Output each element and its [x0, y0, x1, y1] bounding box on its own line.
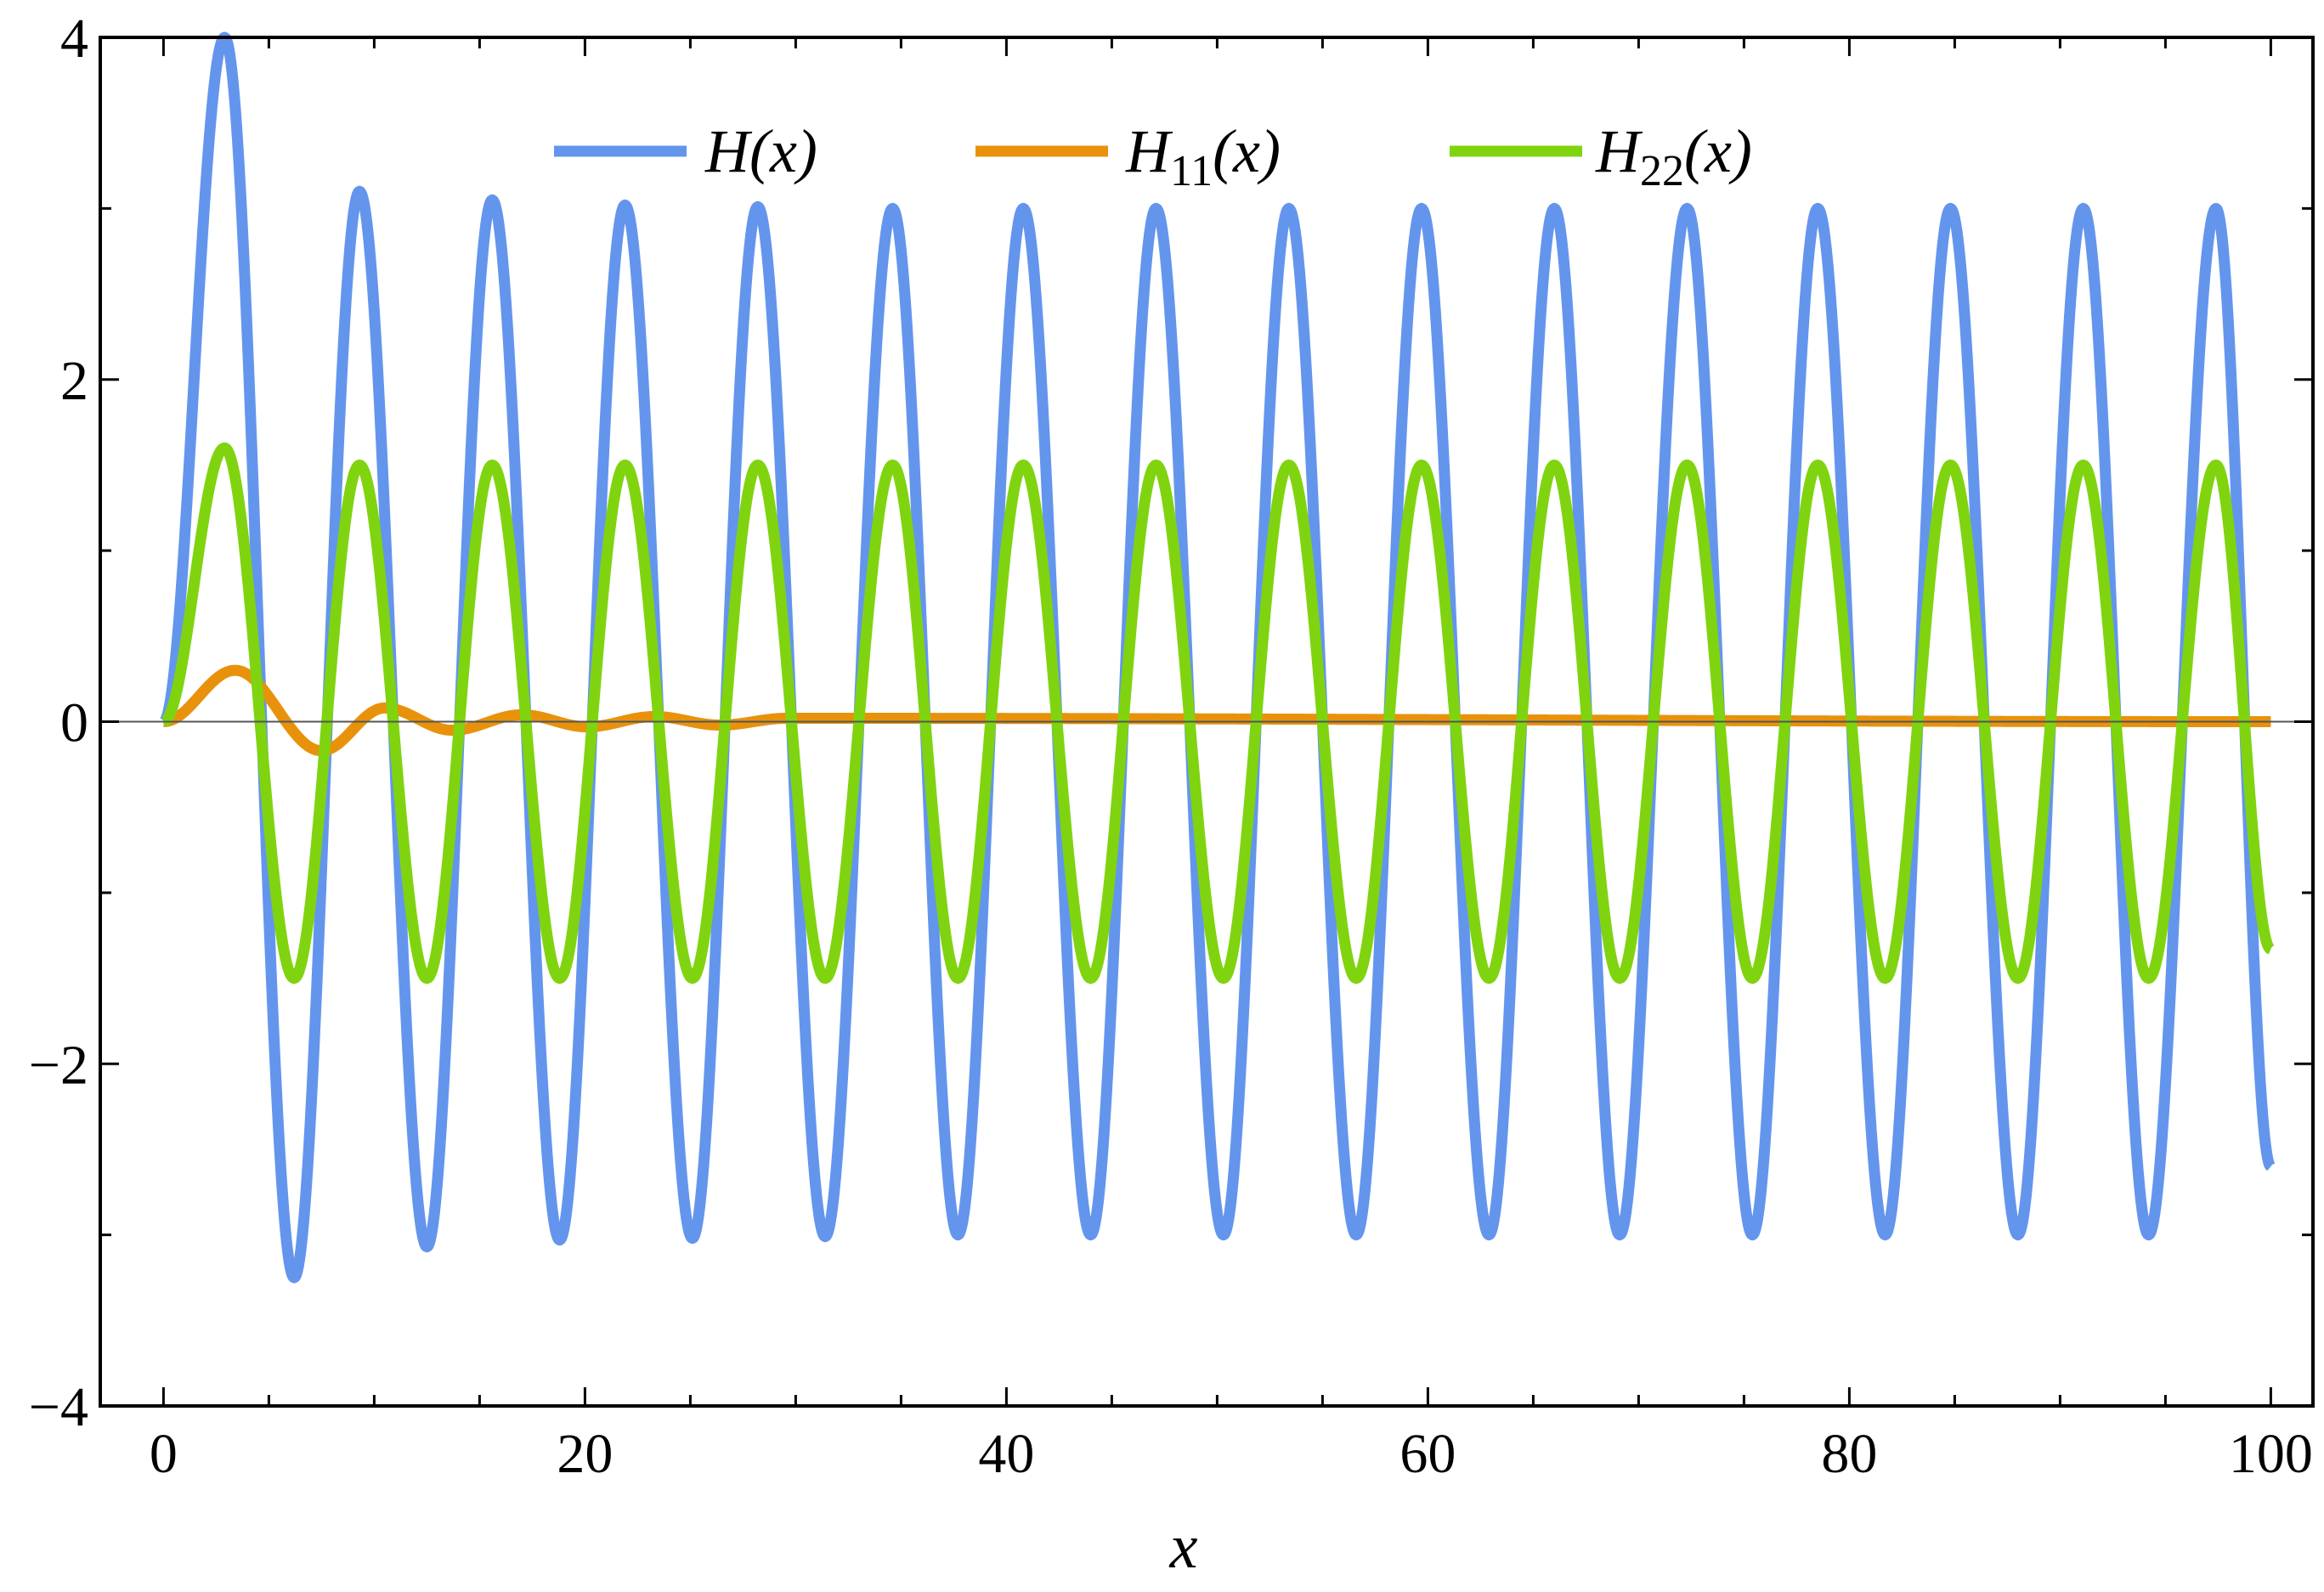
y-tick-label: 2 [60, 350, 88, 412]
x-tick-label: 20 [557, 1423, 613, 1485]
series-line-1 [159, 31, 2276, 1284]
x-tick-label: 80 [1821, 1423, 1877, 1485]
plot-series [159, 31, 2276, 1284]
legend-label: H(x) [704, 117, 817, 185]
series-line-3 [159, 442, 2276, 985]
legend-label: H11(x) [1125, 117, 1281, 195]
legend-item-h11: H11(x) [975, 117, 1281, 195]
legend-label: H22(x) [1595, 117, 1752, 195]
x-tick-label: 0 [150, 1423, 178, 1485]
x-axis-title: x [1169, 1512, 1198, 1582]
axis-tick-labels: 0 20 40 60 80 100 −4 −2 0 2 4 [29, 8, 2313, 1485]
series-line-2 [159, 664, 2276, 757]
x-tick-label: 60 [1399, 1423, 1456, 1485]
y-tick-label: −2 [29, 1034, 88, 1096]
legend-item-h: H(x) [554, 117, 817, 185]
x-tick-label: 40 [978, 1423, 1034, 1485]
legend: H(x) H11(x) H22(x) [554, 117, 1752, 195]
x-tick-label: 100 [2229, 1423, 2313, 1485]
y-tick-label: −4 [29, 1376, 88, 1438]
legend-item-h22: H22(x) [1450, 117, 1752, 195]
y-tick-label: 4 [60, 8, 88, 70]
y-tick-label: 0 [60, 692, 88, 754]
axis-ticks [100, 36, 2313, 1408]
